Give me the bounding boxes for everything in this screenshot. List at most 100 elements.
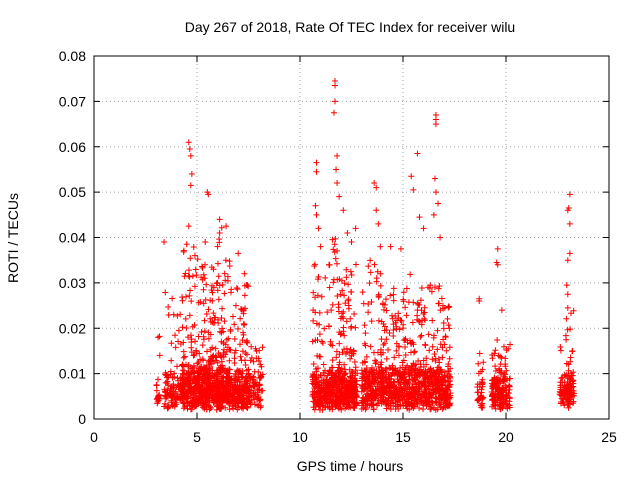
data-point — [410, 386, 417, 393]
data-point — [390, 366, 397, 373]
data-point — [439, 374, 446, 381]
data-point — [219, 380, 226, 387]
data-point — [336, 361, 343, 368]
data-point — [389, 365, 396, 372]
data-point — [243, 395, 250, 402]
data-point — [329, 357, 336, 364]
data-point — [359, 359, 366, 366]
data-point — [563, 360, 570, 367]
data-point — [557, 399, 564, 406]
data-point — [218, 373, 225, 380]
data-point — [219, 389, 226, 396]
data-point — [414, 150, 421, 157]
data-point — [347, 315, 354, 322]
data-point — [227, 289, 234, 296]
data-point — [435, 356, 442, 363]
data-point — [422, 341, 429, 348]
data-point — [393, 323, 400, 330]
data-point — [412, 396, 419, 403]
data-point — [331, 241, 338, 248]
data-point — [446, 372, 453, 379]
axis-ticks: 0 5 10 15 20 25 0 0.01 0.02 0.03 0.04 0.05 0.06 0.07 0… — [59, 48, 617, 445]
data-point — [245, 283, 252, 290]
data-point — [434, 346, 441, 353]
data-point — [418, 394, 425, 401]
data-point — [428, 405, 435, 412]
data-point — [200, 286, 207, 293]
data-point — [400, 325, 407, 332]
data-point — [206, 403, 213, 410]
data-point — [489, 383, 496, 390]
data-point — [423, 355, 430, 362]
data-point — [395, 352, 402, 359]
data-point — [349, 370, 356, 377]
data-point — [187, 152, 194, 159]
data-point — [230, 405, 237, 412]
data-point — [179, 400, 186, 407]
data-point — [165, 382, 172, 389]
data-point — [401, 388, 408, 395]
data-point — [186, 312, 193, 319]
data-point — [418, 321, 425, 328]
data-point — [222, 257, 229, 264]
data-point — [203, 362, 210, 369]
data-point — [193, 272, 200, 279]
data-point — [379, 390, 386, 397]
y-tick-label: 0.05 — [59, 184, 86, 200]
data-point — [344, 229, 351, 236]
data-point — [235, 250, 242, 257]
data-points — [153, 77, 577, 413]
data-point — [380, 306, 387, 313]
data-point — [195, 333, 202, 340]
data-point — [198, 394, 205, 401]
data-point — [421, 391, 428, 398]
data-point — [186, 146, 193, 153]
data-point — [502, 355, 509, 362]
data-point — [364, 383, 371, 390]
data-point — [202, 239, 209, 246]
data-point — [494, 337, 501, 344]
data-point — [375, 220, 382, 227]
data-point — [191, 283, 198, 290]
data-point — [394, 317, 401, 324]
data-point — [342, 370, 349, 377]
data-point — [402, 304, 409, 311]
data-point — [207, 375, 214, 382]
data-point — [217, 353, 224, 360]
data-point — [153, 387, 160, 394]
data-point — [416, 366, 423, 373]
data-point — [320, 384, 327, 391]
data-point — [385, 397, 392, 404]
data-point — [411, 348, 418, 355]
data-point — [310, 361, 317, 368]
data-point — [370, 387, 377, 394]
data-point — [401, 371, 408, 378]
data-point — [435, 285, 442, 292]
data-point — [436, 373, 443, 380]
data-point — [318, 293, 325, 300]
data-point — [237, 305, 244, 312]
data-point — [417, 333, 424, 340]
data-point — [190, 387, 197, 394]
data-point — [351, 393, 358, 400]
data-point — [182, 315, 189, 322]
data-point — [500, 386, 507, 393]
data-point — [368, 299, 375, 306]
data-point — [185, 400, 192, 407]
data-point — [230, 393, 237, 400]
data-point — [351, 375, 358, 382]
data-point — [426, 391, 433, 398]
data-point — [239, 337, 246, 344]
data-point — [220, 349, 227, 356]
data-point — [502, 361, 509, 368]
data-point — [256, 386, 263, 393]
x-tick-label: 25 — [601, 429, 617, 445]
data-point — [440, 305, 447, 312]
data-point — [393, 347, 400, 354]
data-point — [426, 368, 433, 375]
data-point — [240, 331, 247, 338]
data-point — [335, 308, 342, 315]
data-point — [564, 291, 571, 298]
data-point — [566, 220, 573, 227]
